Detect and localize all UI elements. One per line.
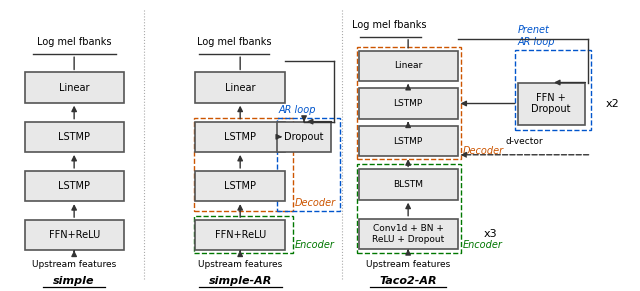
Text: Decoder: Decoder — [463, 146, 504, 156]
Text: Upstream features: Upstream features — [32, 260, 116, 269]
Bar — [357, 47, 461, 159]
FancyBboxPatch shape — [195, 122, 285, 152]
Text: Upstream features: Upstream features — [198, 260, 282, 269]
Text: Encoder: Encoder — [294, 240, 334, 250]
FancyBboxPatch shape — [195, 171, 285, 201]
FancyBboxPatch shape — [518, 83, 585, 125]
Text: BLSTM: BLSTM — [393, 180, 423, 189]
Text: LSTMP: LSTMP — [394, 137, 423, 146]
Text: AR loop: AR loop — [278, 105, 316, 115]
Text: Upstream features: Upstream features — [366, 260, 451, 269]
Text: x3: x3 — [484, 229, 498, 239]
Text: Decoder: Decoder — [294, 198, 335, 208]
Text: FFN+ReLU: FFN+ReLU — [49, 230, 100, 240]
FancyBboxPatch shape — [358, 88, 458, 119]
FancyBboxPatch shape — [25, 122, 124, 152]
Text: LSTMP: LSTMP — [224, 181, 256, 191]
FancyBboxPatch shape — [195, 220, 285, 251]
FancyBboxPatch shape — [358, 169, 458, 200]
FancyBboxPatch shape — [25, 220, 124, 251]
Bar — [276, 118, 340, 211]
Text: d-vector: d-vector — [506, 137, 543, 146]
Text: Log mel fbanks: Log mel fbanks — [37, 37, 111, 47]
FancyBboxPatch shape — [358, 126, 458, 156]
Text: Linear: Linear — [59, 83, 90, 93]
FancyBboxPatch shape — [25, 72, 124, 103]
Text: simple-AR: simple-AR — [209, 276, 272, 286]
Text: Dropout: Dropout — [284, 132, 324, 142]
Text: Linear: Linear — [225, 83, 255, 93]
Text: Log mel fbanks: Log mel fbanks — [352, 20, 426, 30]
Bar — [193, 217, 292, 253]
Text: Linear: Linear — [394, 61, 422, 70]
Text: Encoder: Encoder — [463, 240, 503, 250]
FancyBboxPatch shape — [358, 51, 458, 81]
Text: LSTMP: LSTMP — [58, 181, 90, 191]
Bar — [515, 50, 591, 129]
Text: LSTMP: LSTMP — [58, 132, 90, 142]
Text: Conv1d + BN +
ReLU + Dropout: Conv1d + BN + ReLU + Dropout — [372, 224, 444, 244]
Text: FFN +
Dropout: FFN + Dropout — [531, 93, 571, 114]
Text: simple: simple — [53, 276, 95, 286]
Text: Prenet
AR loop: Prenet AR loop — [518, 25, 556, 47]
FancyBboxPatch shape — [277, 122, 331, 152]
Bar — [357, 164, 461, 253]
FancyBboxPatch shape — [25, 171, 124, 201]
Bar — [193, 118, 292, 211]
FancyBboxPatch shape — [358, 219, 458, 249]
Text: LSTMP: LSTMP — [394, 99, 423, 108]
Text: Log mel fbanks: Log mel fbanks — [196, 37, 271, 47]
Text: FFN+ReLU: FFN+ReLU — [214, 230, 266, 240]
Text: LSTMP: LSTMP — [224, 132, 256, 142]
FancyBboxPatch shape — [195, 72, 285, 103]
Text: Taco2-AR: Taco2-AR — [380, 276, 437, 286]
Text: x2: x2 — [605, 99, 620, 109]
